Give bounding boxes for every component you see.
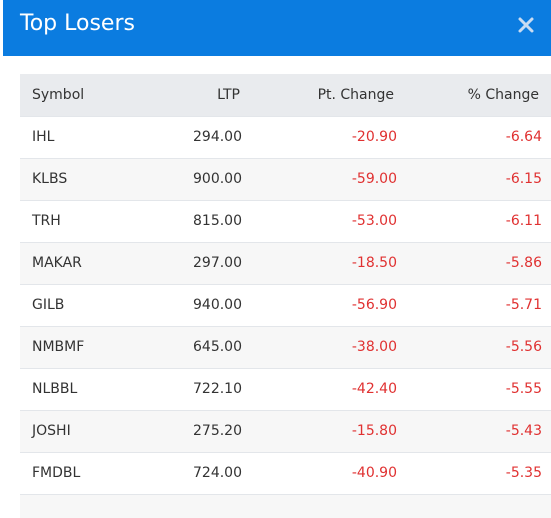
symbol-cell: FMDBL (20, 451, 162, 494)
modal-title: Top Losers (20, 11, 135, 36)
pct-change-cell: -5.35 (397, 451, 551, 494)
table-row[interactable]: TRH 815.00 -53.00 -6.11 (20, 199, 551, 242)
symbol-cell: NLBBL (20, 367, 162, 410)
ltp-cell: 900.00 (162, 157, 242, 200)
table-row[interactable]: IHL 294.00 -20.90 -6.64 (20, 115, 551, 158)
losers-table-container: Symbol LTP Pt. Change % Change IHL 294.0… (20, 74, 551, 518)
table-row[interactable]: NLBBL 722.10 -42.40 -5.55 (20, 367, 551, 410)
symbol-cell: MAKAR (20, 241, 162, 284)
table-row[interactable]: GILB 940.00 -56.90 -5.71 (20, 283, 551, 326)
ltp-cell: 724.00 (162, 451, 242, 494)
pct-change-cell: -5.56 (397, 325, 551, 368)
pct-change-cell: -6.64 (397, 115, 551, 158)
table-row[interactable]: KLBS 900.00 -59.00 -6.15 (20, 157, 551, 200)
table-row[interactable]: NMBMF 645.00 -38.00 -5.56 (20, 325, 551, 368)
symbol-cell: JOSHI (20, 409, 162, 452)
column-header-pt-change[interactable]: Pt. Change (317, 86, 394, 103)
pt-change-cell: -38.00 (242, 325, 397, 368)
pct-change-cell: -6.15 (397, 157, 551, 200)
close-icon (518, 17, 534, 33)
pt-change-cell: -56.90 (242, 283, 397, 326)
pt-change-cell: -53.00 (242, 199, 397, 242)
symbol-cell: TRH (20, 199, 162, 242)
pt-change-cell: -18.50 (242, 241, 397, 284)
table-row-partial[interactable] (20, 493, 551, 518)
ltp-cell: 294.00 (162, 115, 242, 158)
ltp-cell: 722.10 (162, 367, 242, 410)
close-button[interactable] (515, 14, 537, 36)
pct-change-cell: -5.86 (397, 241, 551, 284)
ltp-cell: 645.00 (162, 325, 242, 368)
pt-change-cell: -15.80 (242, 409, 397, 452)
pct-change-cell: -5.55 (397, 367, 551, 410)
pt-change-cell: -20.90 (242, 115, 397, 158)
pt-change-cell: -59.00 (242, 157, 397, 200)
pt-change-cell (242, 493, 397, 518)
table-row[interactable]: JOSHI 275.20 -15.80 -5.43 (20, 409, 551, 452)
column-header-symbol[interactable]: Symbol (32, 86, 85, 103)
ltp-cell: 275.20 (162, 409, 242, 452)
losers-table: Symbol LTP Pt. Change % Change IHL 294.0… (20, 74, 551, 518)
ltp-cell: 815.00 (162, 199, 242, 242)
pct-change-cell: -5.43 (397, 409, 551, 452)
symbol-cell: IHL (20, 115, 162, 158)
column-header-pct-change[interactable]: % Change (467, 86, 539, 103)
ltp-cell (162, 493, 242, 518)
table-row[interactable]: MAKAR 297.00 -18.50 -5.86 (20, 241, 551, 284)
pct-change-cell (397, 493, 551, 518)
symbol-cell (20, 493, 162, 518)
symbol-cell: GILB (20, 283, 162, 326)
pt-change-cell: -40.90 (242, 451, 397, 494)
symbol-cell: NMBMF (20, 325, 162, 368)
pct-change-cell: -6.11 (397, 199, 551, 242)
pct-change-cell: -5.71 (397, 283, 551, 326)
ltp-cell: 940.00 (162, 283, 242, 326)
pt-change-cell: -42.40 (242, 367, 397, 410)
table-header-row: Symbol LTP Pt. Change % Change (20, 74, 551, 116)
table-row[interactable]: FMDBL 724.00 -40.90 -5.35 (20, 451, 551, 494)
column-header-ltp[interactable]: LTP (217, 86, 240, 103)
ltp-cell: 297.00 (162, 241, 242, 284)
symbol-cell: KLBS (20, 157, 162, 200)
modal-header: Top Losers (3, 0, 551, 56)
